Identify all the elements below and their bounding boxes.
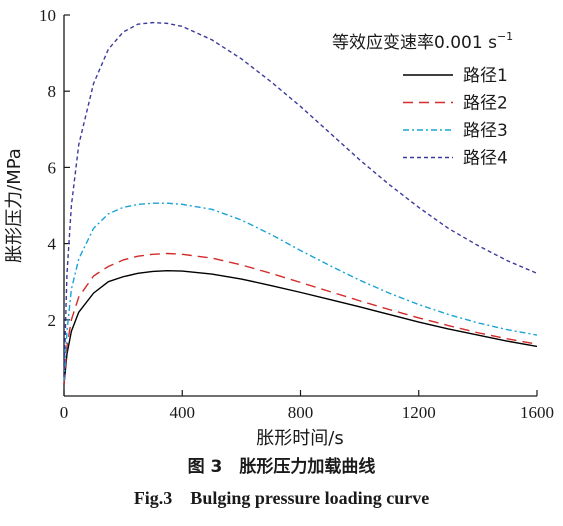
y-tick-label: 10 [39, 6, 56, 25]
y-tick-label: 2 [48, 311, 57, 330]
legend-label-1: 路径1 [463, 66, 508, 86]
y-tick-label: 8 [48, 82, 57, 101]
figure-caption-en: Fig.3 Bulging pressure loading curve [133, 488, 430, 508]
y-tick-label: 6 [48, 158, 57, 177]
legend-label-3: 路径3 [463, 121, 508, 141]
series-line-4 [63, 21, 538, 377]
line-chart: 0 400 800 1200 1600 2 4 6 8 10 等效应变速率0.001 s−1 路径1… [4, 6, 554, 449]
x-tick-label: 0 [60, 403, 69, 422]
x-tick-label: 1600 [520, 403, 554, 422]
series-line-1 [63, 269, 538, 385]
figure-caption-cn: 图 3 胀形压力加载曲线 [187, 457, 376, 477]
series-line-3 [63, 202, 538, 381]
legend-title: 等效应变速率0.001 s−1 [332, 30, 513, 53]
x-tick-label: 400 [170, 403, 196, 422]
y-axis-label: 胀形压力/MPa [4, 148, 25, 263]
legend-label-4: 路径4 [463, 149, 508, 169]
legend-label-2: 路径2 [463, 94, 508, 114]
chart-axes: 0 400 800 1200 1600 2 4 6 8 10 [39, 6, 554, 422]
chart-legend: 等效应变速率0.001 s−1 路径1 路径2 路径3 路径4 [332, 30, 513, 169]
x-tick-label: 800 [288, 403, 314, 422]
x-tick-label: 1200 [402, 403, 436, 422]
x-axis-label: 胀形时间/s [256, 428, 343, 449]
legend-title-superscript: −1 [497, 30, 513, 43]
y-tick-label: 4 [48, 235, 57, 254]
chart-series [63, 21, 538, 385]
